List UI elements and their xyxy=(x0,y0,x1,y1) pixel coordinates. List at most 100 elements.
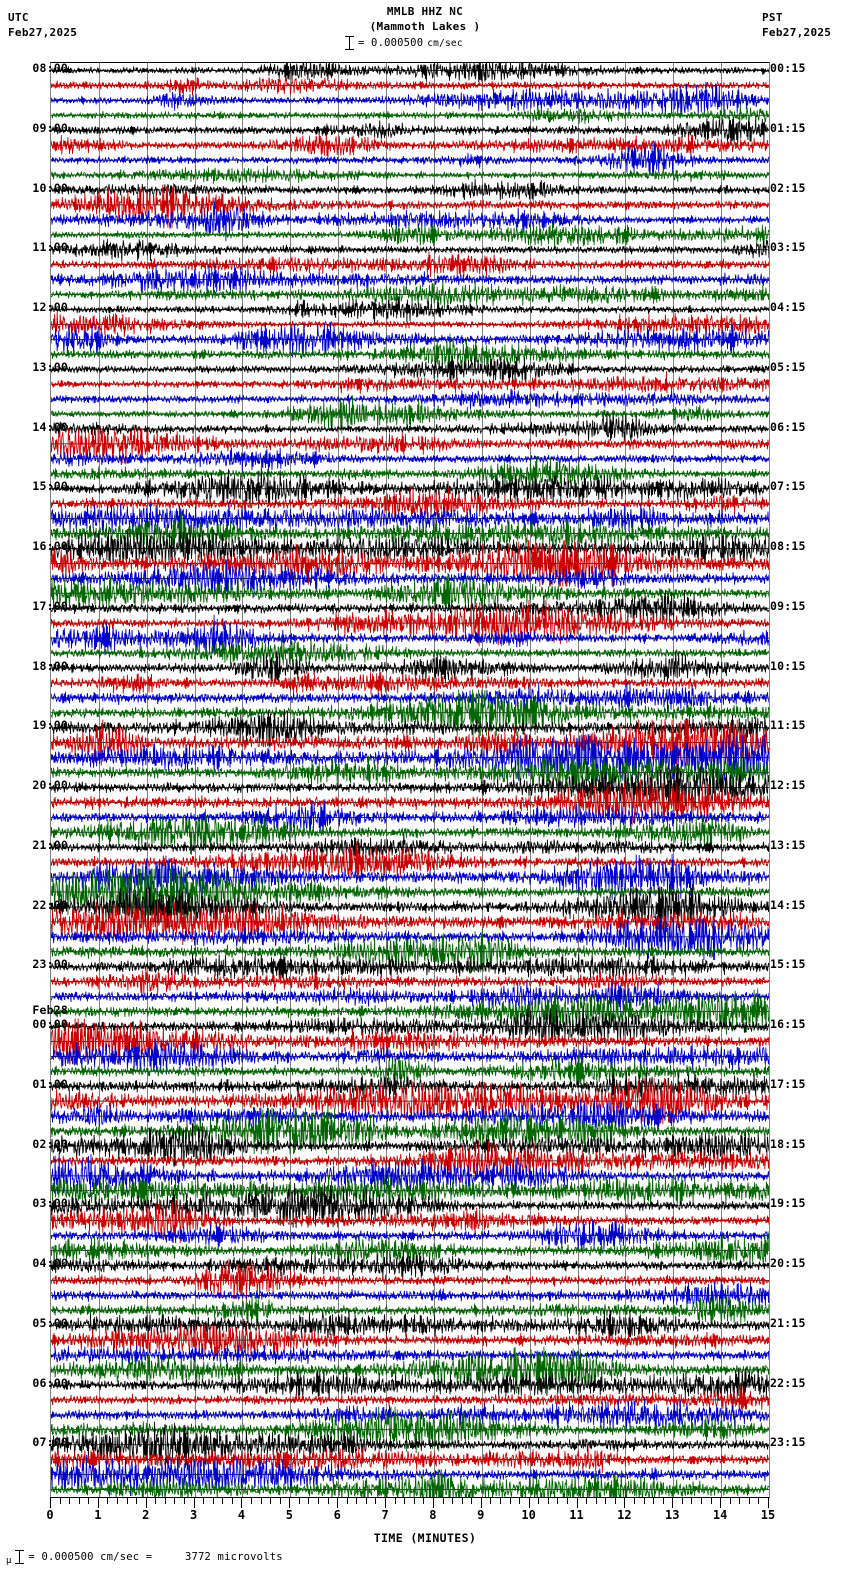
x-tick-minor xyxy=(164,1497,166,1504)
x-tick-major xyxy=(480,1497,482,1508)
station-location-label: (Mammoth Lakes ) xyxy=(369,20,481,33)
x-tick-minor xyxy=(557,1497,559,1504)
x-tick-label-13: 13 xyxy=(665,1508,680,1522)
pst-hour-label-0415: 04:15 xyxy=(770,300,806,314)
x-tick-minor xyxy=(595,1497,597,1504)
x-tick-label-2: 2 xyxy=(142,1508,150,1522)
x-tick-label-8: 8 xyxy=(429,1508,437,1522)
x-tick-minor xyxy=(423,1497,425,1504)
x-tick-minor xyxy=(748,1497,750,1504)
scale-value-label: = 0.000500 xyxy=(358,37,424,49)
x-tick-label-6: 6 xyxy=(333,1508,341,1522)
date-change-label: Feb28 xyxy=(32,1003,68,1017)
pst-hour-label-0715: 07:15 xyxy=(770,479,806,494)
x-tick-minor xyxy=(605,1497,607,1504)
x-tick-minor xyxy=(174,1497,176,1504)
x-tick-minor xyxy=(69,1497,71,1504)
pst-hour-label-0615: 06:15 xyxy=(770,419,806,434)
pst-hour-label-0115: 01:15 xyxy=(770,120,806,135)
x-tick-label-12: 12 xyxy=(617,1508,632,1522)
x-tick-label-11: 11 xyxy=(569,1508,584,1522)
x-tick-major xyxy=(528,1497,530,1508)
x-tick-minor xyxy=(117,1497,118,1504)
x-tick-label-5: 5 xyxy=(285,1508,293,1522)
x-tick-label-10: 10 xyxy=(521,1508,536,1522)
x-tick-label-3: 3 xyxy=(189,1508,198,1522)
x-tick-minor xyxy=(509,1497,511,1504)
pst-hour-label-1915: 19:15 xyxy=(770,1196,806,1211)
x-tick-label-14: 14 xyxy=(712,1508,728,1522)
utc-hour-label-1600: 16:00 xyxy=(32,539,68,553)
x-tick-minor xyxy=(88,1497,90,1504)
pst-hour-label-0815: 08:15 xyxy=(770,539,806,553)
x-tick-minor xyxy=(222,1497,224,1504)
x-tick-minor xyxy=(662,1497,664,1504)
x-tick-label-1: 1 xyxy=(94,1508,102,1522)
x-tick-minor xyxy=(519,1497,521,1504)
pst-hour-label-1515: 15:15 xyxy=(770,957,806,972)
seismic-traces xyxy=(51,63,769,1497)
x-tick-minor xyxy=(413,1497,415,1504)
x-tick-minor xyxy=(59,1497,61,1504)
x-tick-minor xyxy=(231,1497,233,1504)
pst-hour-label-0315: 03:15 xyxy=(770,240,806,255)
utc-hour-label-1800: 18:00 xyxy=(32,658,68,673)
x-tick-minor xyxy=(327,1497,329,1504)
pst-hour-label-2215: 22:15 xyxy=(770,1375,806,1390)
x-tick-label-7: 7 xyxy=(381,1508,389,1522)
x-tick-minor xyxy=(566,1497,568,1504)
x-tick-minor xyxy=(700,1497,702,1504)
x-tick-minor xyxy=(107,1497,109,1504)
x-tick-major xyxy=(145,1497,147,1508)
x-tick-minor xyxy=(653,1497,655,1504)
pst-hour-label-2115: 21:15 xyxy=(770,1315,806,1330)
x-tick-minor xyxy=(586,1497,588,1504)
x-tick-minor xyxy=(758,1497,760,1504)
x-tick-minor xyxy=(461,1497,463,1504)
x-tick-minor xyxy=(375,1497,377,1504)
x-tick-minor xyxy=(643,1497,645,1504)
x-tick-major xyxy=(97,1497,99,1508)
x-tick-minor xyxy=(298,1497,300,1504)
x-tick-minor xyxy=(499,1497,501,1504)
x-tick-major xyxy=(768,1497,769,1508)
x-tick-major xyxy=(50,1497,51,1508)
pst-hour-label-0015: 00:15 xyxy=(770,61,806,75)
utc-hour-label-2200: 22:00 xyxy=(32,897,68,912)
x-tick-major xyxy=(385,1497,387,1508)
micro-symbol: μ xyxy=(6,1556,12,1566)
pst-hour-label-2315: 23:15 xyxy=(770,1435,806,1450)
x-tick-label-4: 4 xyxy=(237,1508,246,1522)
x-tick-minor xyxy=(251,1497,253,1504)
helicorder-plot-area xyxy=(50,62,770,1498)
x-tick-minor xyxy=(318,1497,320,1504)
x-tick-minor xyxy=(203,1497,205,1504)
x-tick-major xyxy=(576,1497,578,1508)
x-tick-minor xyxy=(442,1497,444,1504)
pst-hour-label-1415: 14:15 xyxy=(770,897,806,912)
x-tick-minor xyxy=(739,1497,741,1504)
pst-hour-label-1215: 12:15 xyxy=(770,778,806,792)
header-left-timezone-block: UTC Feb27,2025 xyxy=(8,10,77,40)
utc-hour-label-0400: 04:00 xyxy=(32,1256,68,1270)
x-tick-minor xyxy=(394,1497,396,1504)
x-tick-major xyxy=(432,1497,434,1508)
x-tick-minor xyxy=(346,1497,348,1504)
i-beam-scale-icon xyxy=(15,1550,25,1564)
x-tick-label-15: 15 xyxy=(760,1508,776,1522)
x-tick-minor xyxy=(691,1497,693,1504)
pst-zone-label: PST xyxy=(762,11,783,24)
x-tick-major xyxy=(337,1497,339,1508)
x-tick-minor xyxy=(490,1497,492,1504)
utc-hour-label-0500: 05:00 xyxy=(32,1315,68,1330)
x-tick-minor xyxy=(126,1497,128,1504)
x-tick-minor xyxy=(356,1497,358,1504)
utc-hour-label-0900: 09:00 xyxy=(32,120,68,135)
utc-hour-label-2000: 20:00 xyxy=(32,778,68,792)
x-tick-minor xyxy=(270,1497,272,1504)
utc-zone-label: UTC xyxy=(8,11,29,24)
x-tick-major xyxy=(624,1497,626,1508)
x-tick-minor xyxy=(452,1497,454,1504)
utc-hour-label-1200: 12:00 xyxy=(32,300,68,314)
x-tick-minor xyxy=(260,1497,262,1504)
